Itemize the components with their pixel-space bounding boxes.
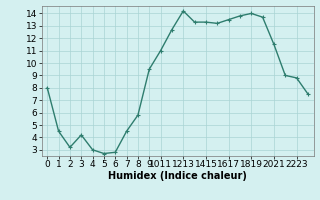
X-axis label: Humidex (Indice chaleur): Humidex (Indice chaleur): [108, 171, 247, 181]
